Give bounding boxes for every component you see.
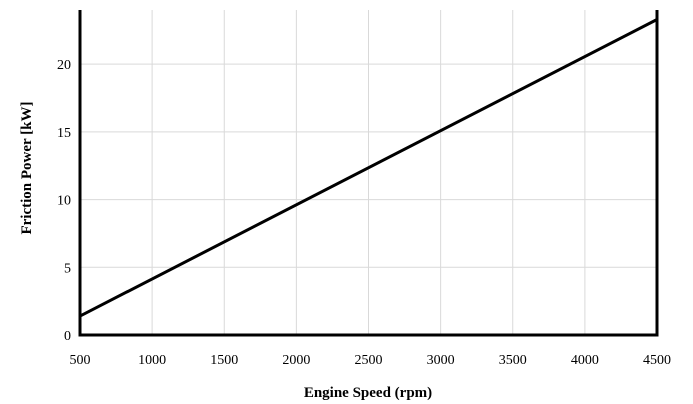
x-tick-label: 2500: [355, 353, 383, 368]
x-tick-label: 3000: [427, 353, 455, 368]
axes-frame: [78, 10, 659, 337]
x-tick-label: 1500: [210, 353, 238, 368]
y-tick-label: 5: [64, 261, 71, 276]
y-tick-labels: 0 5 10 15 20: [57, 58, 71, 344]
x-tick-label: 4000: [571, 353, 599, 368]
y-tick-label: 10: [57, 194, 71, 209]
grid: [80, 10, 657, 335]
x-tick-label: 4500: [643, 353, 671, 368]
x-tick-label: 1000: [138, 353, 166, 368]
y-tick-label: 0: [64, 329, 71, 344]
y-tick-label: 20: [57, 58, 71, 73]
x-tick-labels: 500 1000 1500 2000 2500 3000 3500 4000 4500: [70, 353, 672, 368]
plot-series: [79, 18, 658, 318]
x-tick-label: 3500: [499, 353, 527, 368]
y-tick-label: 15: [57, 126, 71, 141]
x-axis-title: Engine Speed (rpm): [304, 385, 432, 401]
y-axis-title: Friction Power [kW]: [19, 101, 35, 234]
x-tick-label: 500: [70, 353, 91, 368]
friction-power-line: [79, 18, 658, 318]
x-tick-label: 2000: [282, 353, 310, 368]
